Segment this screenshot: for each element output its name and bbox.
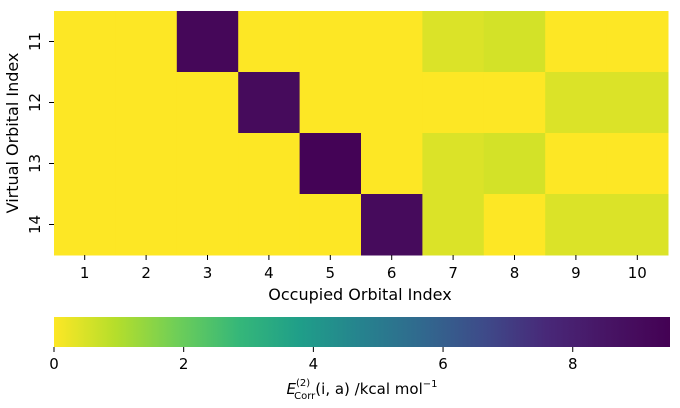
heatmap-cell (54, 133, 116, 195)
heatmap-cell (115, 133, 178, 195)
heatmap-cell (606, 194, 669, 256)
colorbar-ticks: 0 2 4 6 8 (49, 347, 578, 373)
heatmap-cell (176, 194, 239, 256)
heatmap-cell (361, 133, 423, 195)
heatmap-cell (238, 194, 301, 256)
heatmap-cell (483, 133, 546, 195)
x-tick-label: 10 (628, 264, 647, 282)
y-tick-label: 11 (26, 32, 44, 51)
x-tick-label: 7 (448, 264, 458, 282)
x-tick-label: 6 (387, 264, 397, 282)
heatmap-cell (176, 11, 239, 73)
heatmap-cells (54, 11, 669, 256)
heatmap-cell (606, 11, 669, 73)
heatmap-cell (299, 194, 362, 256)
colorbar-tick-label: 4 (309, 355, 319, 373)
heatmap-cell (483, 72, 546, 134)
y-tick-label: 14 (26, 215, 44, 234)
x-tick-label: 8 (510, 264, 520, 282)
heatmap-cell (545, 11, 608, 73)
heatmap-cell (361, 72, 423, 134)
x-tick-label: 1 (80, 264, 90, 282)
heatmap-cell (299, 72, 362, 134)
x-tick-label: 9 (571, 264, 581, 282)
heatmap-cell (238, 133, 301, 195)
heatmap-cell (545, 72, 608, 134)
heatmap-cell (483, 194, 546, 256)
colorbar-tick-label: 0 (49, 355, 59, 373)
colorbar-tick-label: 8 (568, 355, 578, 373)
heatmap-cell (176, 133, 239, 195)
heatmap-cell (545, 194, 608, 256)
heatmap-cell (422, 133, 485, 195)
heatmap-cell (545, 133, 608, 195)
heatmap-cell (606, 72, 669, 134)
y-axis-ticks: 11 12 13 14 (26, 32, 54, 234)
colorbar-tick-label: 6 (438, 355, 448, 373)
heatmap-cell (115, 11, 178, 73)
heatmap-cell (299, 133, 362, 195)
y-tick-label: 13 (26, 154, 44, 173)
heatmap-cell (176, 72, 239, 134)
heatmap-cell (238, 72, 301, 134)
x-tick-label: 4 (264, 264, 274, 282)
heatmap-cell (422, 11, 485, 73)
heatmap-cell (54, 11, 116, 73)
heatmap-cell (361, 194, 423, 256)
heatmap-cell (422, 194, 485, 256)
heatmap-cell (483, 11, 546, 73)
heatmap-cell (238, 11, 301, 73)
heatmap-cell (115, 72, 178, 134)
x-axis-ticks: 1 2 3 4 5 6 7 8 9 10 (80, 255, 647, 282)
y-axis-label: Virtual Orbital Index (3, 53, 22, 214)
heatmap-cell (54, 72, 116, 134)
heatmap-cell (54, 194, 116, 256)
heatmap-cell (115, 194, 178, 256)
colorbar (54, 317, 670, 347)
heatmap-cell (422, 72, 485, 134)
x-axis-label: Occupied Orbital Index (268, 285, 451, 304)
heatmap-cell (299, 11, 362, 73)
heatmap-cell (361, 11, 423, 73)
colorbar-tick-label: 2 (179, 355, 189, 373)
colorbar-label: E(2) Corr(i, a) /kcal mol−1 (286, 378, 437, 402)
x-tick-label: 3 (203, 264, 213, 282)
heatmap-cell (606, 133, 669, 195)
x-tick-label: 2 (141, 264, 151, 282)
x-tick-label: 5 (326, 264, 336, 282)
y-tick-label: 12 (26, 93, 44, 112)
